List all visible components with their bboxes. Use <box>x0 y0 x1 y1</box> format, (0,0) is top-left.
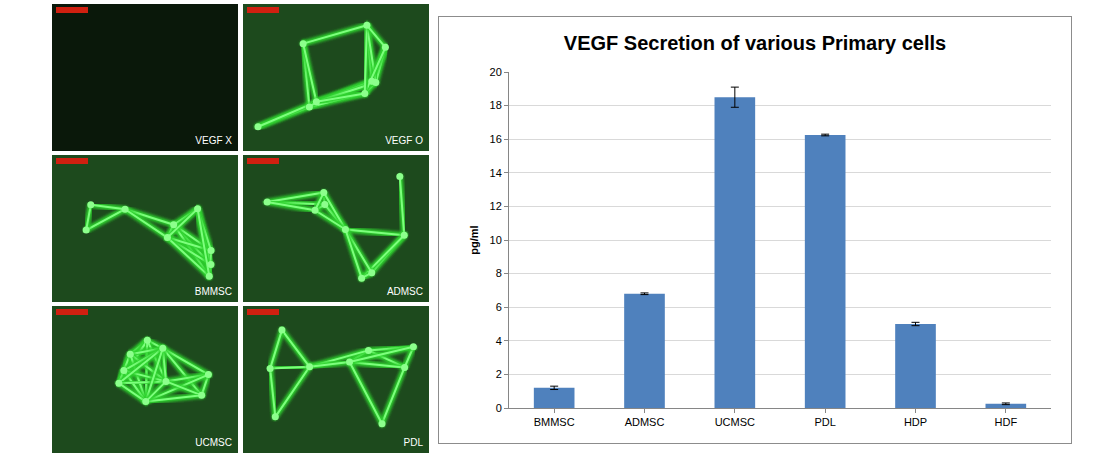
svg-text:HDP: HDP <box>904 416 927 428</box>
svg-text:10: 10 <box>490 234 502 246</box>
html-text:BMMSC: BMMSC <box>194 286 232 297</box>
html-text:UCMSC: UCMSC <box>195 437 232 448</box>
svg-text:14: 14 <box>490 167 502 179</box>
svg-text:8: 8 <box>496 267 502 279</box>
svg-text:0: 0 <box>496 402 502 414</box>
svg-text:6: 6 <box>496 301 502 313</box>
svg-text:18: 18 <box>490 99 502 111</box>
html-text:PDL: PDL <box>403 437 423 448</box>
svg-text:UCMSC: UCMSC <box>715 416 755 428</box>
svg-text:2: 2 <box>496 368 502 380</box>
html-text:ADMSC: ADMSC <box>386 286 423 297</box>
svg-text:HDF: HDF <box>995 416 1018 428</box>
html-text:VEGF O: VEGF O <box>385 135 423 146</box>
svg-text:ADMSC: ADMSC <box>625 416 665 428</box>
svg-text:BMMSC: BMMSC <box>534 416 575 428</box>
svg-text:16: 16 <box>490 133 502 145</box>
svg-text:20: 20 <box>490 66 502 78</box>
svg-text:12: 12 <box>490 200 502 212</box>
html-text:VEGF X: VEGF X <box>195 135 232 146</box>
svg-text:PDL: PDL <box>814 416 835 428</box>
svg-text:VEGF Secretion of various Prim: VEGF Secretion of various Primary cells <box>564 32 946 54</box>
svg-text:pg/ml: pg/ml <box>468 225 480 254</box>
svg-text:4: 4 <box>496 335 502 347</box>
